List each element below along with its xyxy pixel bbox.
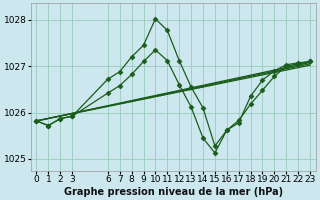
X-axis label: Graphe pression niveau de la mer (hPa): Graphe pression niveau de la mer (hPa): [64, 187, 283, 197]
